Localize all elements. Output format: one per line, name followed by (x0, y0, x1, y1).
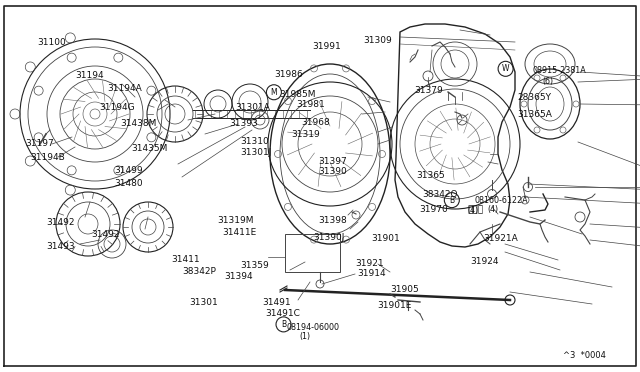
Text: （４）: （４） (467, 206, 483, 215)
Text: ^3  *0004: ^3 *0004 (563, 351, 606, 360)
Text: M: M (271, 88, 277, 97)
Text: 31319M: 31319M (218, 216, 254, 225)
Text: 31309: 31309 (363, 36, 392, 45)
Text: 31301A: 31301A (236, 103, 270, 112)
Text: 31921: 31921 (355, 259, 384, 268)
Text: 31359: 31359 (240, 262, 269, 270)
Text: 28365Y: 28365Y (517, 93, 551, 102)
Text: W: W (502, 64, 509, 73)
Text: 31435M: 31435M (131, 144, 168, 153)
Text: 31379: 31379 (415, 86, 444, 94)
Text: 31411E: 31411E (223, 228, 257, 237)
Text: 31921A: 31921A (483, 234, 518, 243)
Text: 31991: 31991 (312, 42, 341, 51)
Text: 31438M: 31438M (120, 119, 157, 128)
Text: 31301J: 31301J (240, 148, 271, 157)
Text: 31411: 31411 (172, 255, 200, 264)
Text: 31365A: 31365A (517, 110, 552, 119)
Text: 31491C: 31491C (266, 309, 300, 318)
Text: 31985M: 31985M (279, 90, 316, 99)
Text: 31905: 31905 (390, 285, 419, 294)
Text: 31924: 31924 (470, 257, 499, 266)
Text: 31492: 31492 (91, 230, 120, 239)
Text: 31319: 31319 (291, 130, 320, 139)
Text: 31981: 31981 (296, 100, 325, 109)
Text: 31194A: 31194A (108, 84, 142, 93)
Text: 31365: 31365 (416, 171, 445, 180)
Text: 31986: 31986 (274, 70, 303, 79)
Text: 31492: 31492 (46, 218, 75, 227)
Text: 31480: 31480 (114, 179, 143, 187)
Text: 31901: 31901 (371, 234, 400, 243)
Text: (4): (4) (467, 206, 478, 215)
Text: 08915-2381A: 08915-2381A (532, 66, 586, 75)
Text: (1): (1) (300, 332, 310, 341)
Bar (285, 234, 340, 272)
Text: 31499: 31499 (114, 166, 143, 174)
Text: 31493: 31493 (46, 242, 75, 251)
Text: 08194-06000: 08194-06000 (287, 323, 340, 332)
Text: B: B (281, 320, 286, 329)
Text: 31390J: 31390J (314, 233, 345, 242)
Text: 31197: 31197 (26, 139, 54, 148)
Text: 31100: 31100 (37, 38, 66, 47)
Text: (4): (4) (488, 205, 499, 214)
Text: B: B (449, 196, 454, 205)
Text: 38342P: 38342P (182, 267, 216, 276)
Text: 31310: 31310 (240, 137, 269, 146)
Text: 31194B: 31194B (31, 153, 65, 162)
Text: 31914: 31914 (357, 269, 386, 278)
Text: 08160-6122A: 08160-6122A (475, 196, 529, 205)
Text: 31194: 31194 (76, 71, 104, 80)
Text: 31301: 31301 (189, 298, 218, 307)
Text: 31968: 31968 (301, 118, 330, 126)
Text: (6): (6) (543, 77, 554, 86)
Text: 31970: 31970 (419, 205, 448, 214)
Text: 31398: 31398 (319, 216, 348, 225)
Text: 31491: 31491 (262, 298, 291, 307)
Text: 31194G: 31194G (99, 103, 135, 112)
Text: 31901E: 31901E (378, 301, 412, 310)
Text: 31390: 31390 (319, 167, 348, 176)
Text: 38342Q: 38342Q (422, 190, 458, 199)
Text: 31393: 31393 (229, 119, 258, 128)
Text: 31394: 31394 (224, 272, 253, 280)
Text: 31397: 31397 (319, 157, 348, 166)
